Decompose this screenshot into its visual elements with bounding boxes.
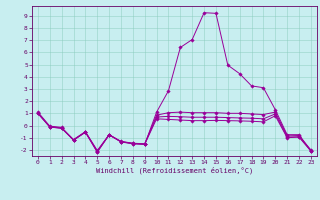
- X-axis label: Windchill (Refroidissement éolien,°C): Windchill (Refroidissement éolien,°C): [96, 167, 253, 174]
